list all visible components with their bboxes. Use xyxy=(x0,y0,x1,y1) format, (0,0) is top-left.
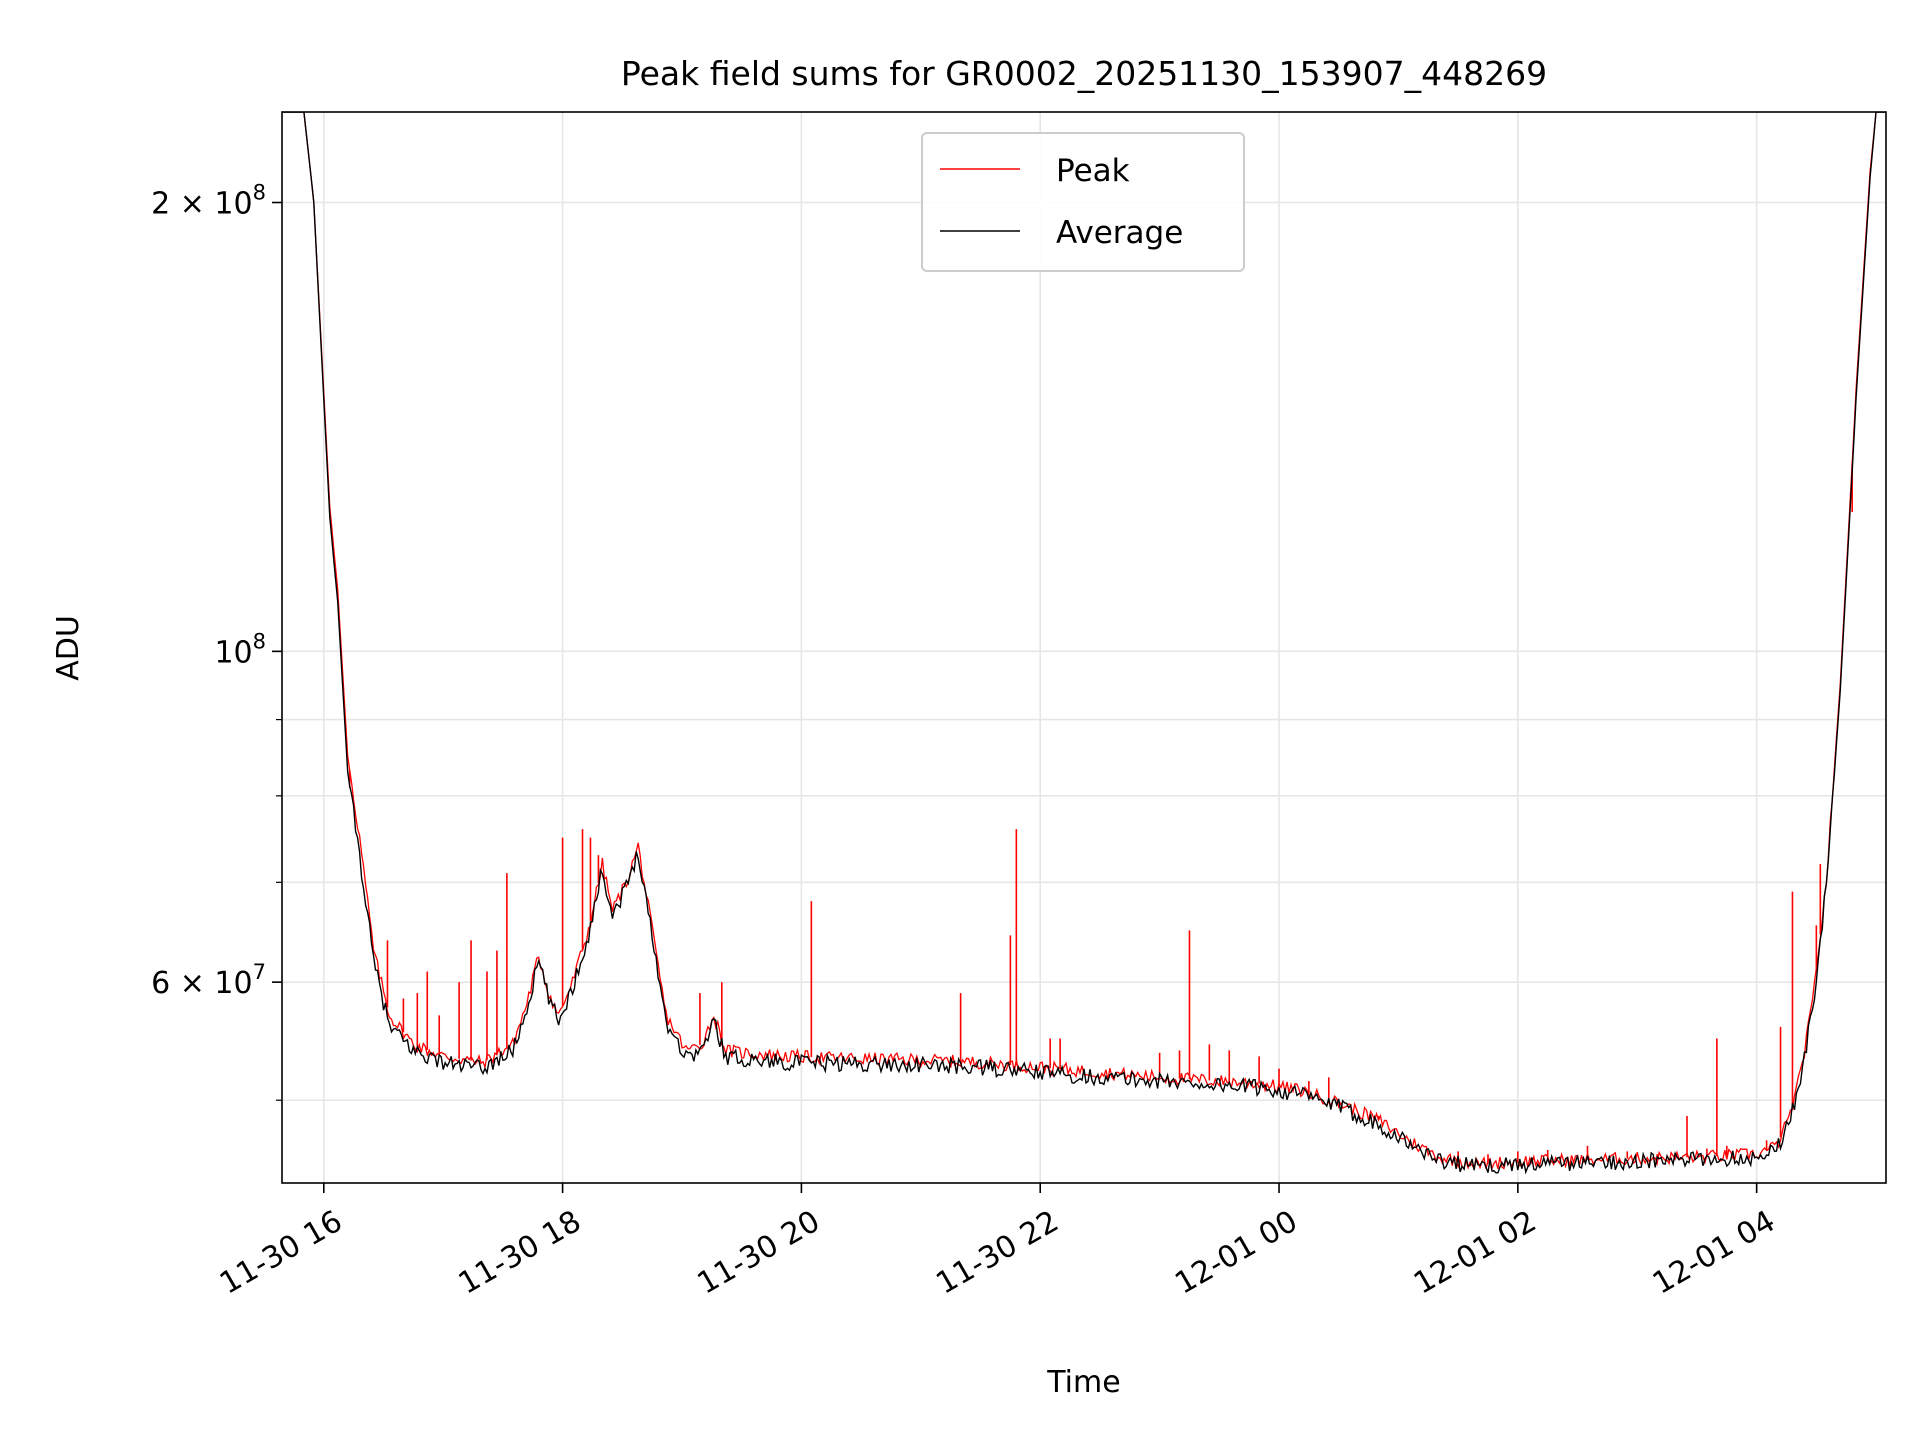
y-tick-label: 6 × 107 xyxy=(151,960,266,1001)
series-average-line xyxy=(282,112,1886,1175)
y-tick-label: 2 × 108 xyxy=(151,181,266,222)
legend-box xyxy=(921,132,1245,272)
y-tick-label: 108 xyxy=(214,629,266,670)
plot-frame xyxy=(281,111,1887,1184)
y-tick-label-exponent: 8 xyxy=(253,629,266,653)
series-peak-line xyxy=(282,112,1886,1171)
y-tick-label-base: 10 xyxy=(214,635,252,670)
legend: Peak Average xyxy=(921,132,1245,272)
legend-label-average: Average xyxy=(1056,215,1183,251)
grid xyxy=(282,112,1886,1183)
y-axis-label: ADU xyxy=(51,615,86,681)
chart-title: Peak field sums for GR0002_20251130_1539… xyxy=(621,54,1547,93)
y-tick-label-exponent: 8 xyxy=(253,181,266,205)
legend-label-peak: Peak xyxy=(1056,153,1130,189)
y-tick-label-base: 2 × 10 xyxy=(151,187,252,222)
y-tick-label-exponent: 7 xyxy=(253,960,266,984)
y-tick-label-base: 6 × 10 xyxy=(151,966,252,1001)
series-layer xyxy=(282,112,1886,1175)
x-axis-label: Time xyxy=(1046,1365,1120,1400)
